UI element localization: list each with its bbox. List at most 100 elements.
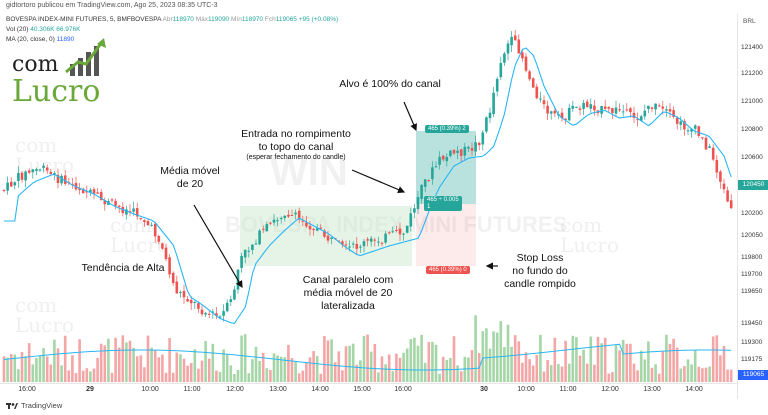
volume-bar (56, 348, 60, 382)
candle-body (276, 220, 279, 222)
volume-bar (103, 345, 107, 382)
candle-body (625, 109, 629, 111)
candle-body (261, 228, 265, 230)
volume-bar (359, 360, 362, 382)
target-label[interactable]: 465 (0.39%) 2 (425, 125, 469, 133)
candle-body (524, 56, 528, 71)
candle-body (315, 228, 319, 231)
candle-body (168, 257, 171, 275)
candle-body (510, 36, 513, 46)
candle-body (395, 229, 398, 231)
volume-bar (611, 372, 614, 382)
annotation-canal-line2: média móvel de 20 (303, 287, 393, 300)
volume-bar (38, 355, 42, 382)
volume-bar (114, 337, 117, 382)
volume-bar (319, 373, 323, 382)
candle-body (9, 181, 13, 187)
ma-legend[interactable]: MA (20, close, 0) 11890 (6, 36, 74, 43)
volume-bar (355, 364, 359, 382)
candlestick-chart[interactable] (0, 0, 737, 383)
volume-bar (643, 359, 647, 382)
channel-box[interactable] (240, 206, 412, 266)
volume-bar (186, 365, 189, 382)
volume-bar (27, 343, 31, 382)
volume-bar (297, 373, 301, 382)
price-tick: 119800 (741, 254, 763, 261)
candle-body (629, 108, 632, 113)
tradingview-brand: TradingView (21, 401, 63, 410)
candle-body (164, 247, 168, 260)
volume-legend[interactable]: Vol (20) 40.306K 66.976K (6, 26, 80, 33)
candle-body (535, 86, 539, 99)
volume-bar (481, 331, 485, 382)
candle-body (211, 311, 215, 313)
candle-body (78, 187, 81, 190)
candle-body (607, 107, 611, 109)
volume-bar (265, 368, 269, 382)
candle-body (143, 220, 146, 223)
time-axis[interactable]: 16:00 29 10:00 11:00 12:00 13:00 14:00 1… (0, 383, 737, 398)
candle-body (387, 232, 391, 234)
candle-body (186, 299, 189, 302)
candle-body (207, 313, 211, 315)
price-tick: 120600 (741, 154, 763, 161)
price-tick: 121200 (741, 70, 763, 77)
price-tick: 121400 (741, 44, 763, 51)
currency-label[interactable]: BRL (743, 18, 756, 25)
volume-bar (146, 335, 150, 382)
entry-label[interactable]: 465 ÷ 0.005 1 (424, 196, 462, 212)
volume-bar (369, 351, 373, 382)
stop-zone[interactable] (416, 204, 476, 266)
annotation-stop-line1: Stop Loss (516, 252, 564, 264)
volume-bar (333, 362, 337, 382)
volume-bar (434, 344, 438, 382)
price-axis[interactable]: BRL 121400 121200 121000 120800 120600 1… (737, 14, 768, 399)
volume-bar (654, 364, 657, 382)
watermark-lucro-4: Lucro (15, 313, 74, 337)
price-tick: 119300 (741, 339, 763, 346)
target-zone[interactable] (416, 131, 476, 204)
volume-bar (542, 371, 546, 382)
volume-bar (445, 359, 449, 382)
volume-bar (330, 339, 333, 382)
volume-bar (585, 363, 589, 382)
change-value: +95 (+0.08%) (298, 16, 339, 23)
annotation-entrada-note: (esperar fechamento do candle) (246, 154, 346, 162)
price-tick: 119175 (741, 356, 763, 363)
candle-body (578, 108, 582, 110)
candle-body (506, 43, 510, 54)
price-tick: 119700 (741, 271, 763, 278)
candle-body (683, 120, 686, 130)
candle-body (560, 112, 564, 119)
volume-bar (63, 335, 67, 382)
candle-body (258, 230, 261, 245)
candle-body (326, 235, 330, 241)
candle-body (96, 192, 99, 194)
candle-body (672, 110, 675, 117)
candle-body (161, 243, 164, 249)
time-label: 13:00 (269, 386, 287, 393)
candle-body (204, 312, 207, 315)
candle-body (74, 183, 78, 190)
candle-body (531, 78, 535, 88)
time-label: 10:00 (517, 386, 535, 393)
stop-label[interactable]: 465 (0.39%) 0 (426, 266, 470, 274)
volume-bar (53, 339, 56, 382)
annotation-stop-line2: no fundo do (512, 265, 568, 278)
volume-bar (618, 350, 621, 382)
candle-body (31, 169, 35, 173)
candle-body (643, 110, 647, 117)
symbol-name[interactable]: BOVESPA INDEX-MINI FUTURES, 5, BMFBOVESP… (6, 16, 162, 23)
candle-body (251, 244, 254, 251)
candle-body (229, 299, 233, 302)
volume-bar (701, 368, 704, 382)
tradingview-footer[interactable]: TradingView (6, 401, 62, 410)
annotation-media-line1: Média móvel (160, 165, 220, 177)
candle-body (6, 182, 9, 191)
candle-body (431, 167, 434, 180)
watermark-com-3: com (560, 213, 603, 237)
candle-body (701, 137, 704, 139)
candle-body (549, 111, 553, 114)
candle-body (693, 125, 697, 129)
volume-bar (305, 361, 308, 382)
